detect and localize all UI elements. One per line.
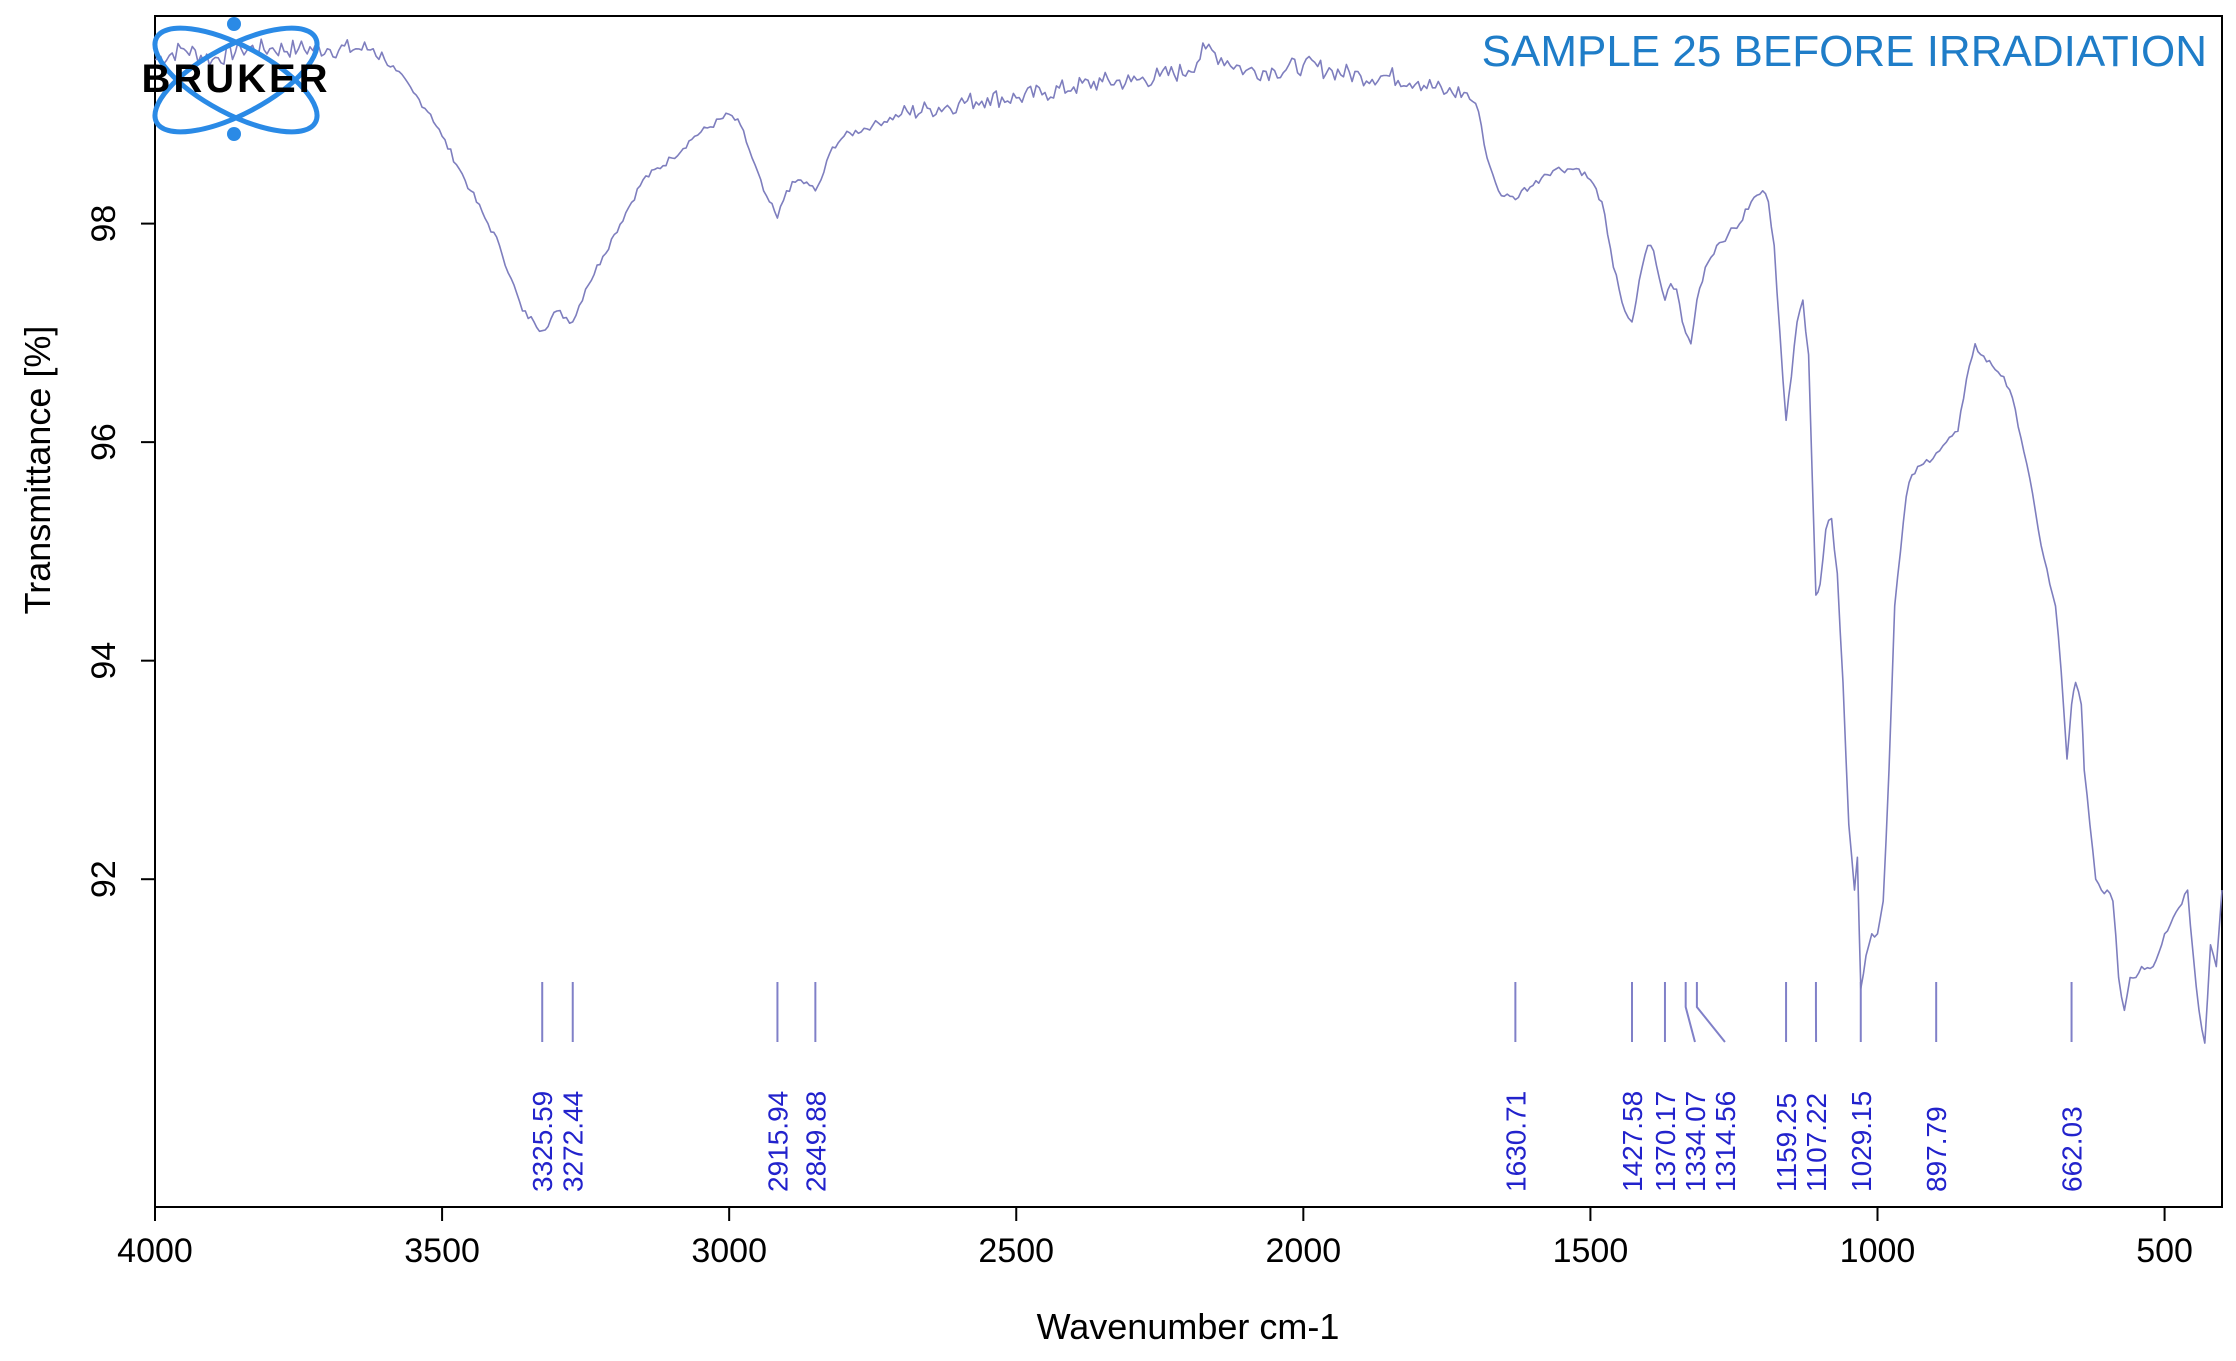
- x-tick-label: 1000: [1840, 1232, 1916, 1270]
- peak-label: 2915.94: [762, 1091, 793, 1192]
- x-tick-label: 3000: [691, 1232, 767, 1270]
- x-axis-label: Wavenumber cm-1: [1037, 1306, 1340, 1347]
- peak-label: 1159.25: [1771, 1093, 1802, 1192]
- chart-title: SAMPLE 25 BEFORE IRRADIATION: [1482, 27, 2207, 76]
- x-axis-ticks: 4000 3500 3000 2500 2000 1500 1000 500: [117, 1207, 2193, 1270]
- x-tick-label: 2000: [1266, 1232, 1342, 1270]
- peak-line: [1684, 982, 1696, 1043]
- peak-label: 1314.56: [1710, 1091, 1741, 1192]
- y-axis-ticks: 92 94 96 98: [85, 205, 155, 898]
- x-tick-label: 1500: [1553, 1232, 1629, 1270]
- peak-label: 897.79: [1921, 1106, 1952, 1192]
- peak-label: 1334.07: [1680, 1091, 1711, 1192]
- logo-orbit-icon: [152, 25, 320, 135]
- peak-label: 3325.59: [527, 1091, 558, 1192]
- bruker-logo: BRUKER: [141, 17, 330, 141]
- x-tick-label: 3500: [404, 1232, 480, 1270]
- y-tick-label: 92: [85, 860, 123, 898]
- peak-label: 1107.22: [1801, 1093, 1832, 1192]
- x-tick-label: 4000: [117, 1232, 193, 1270]
- x-tick-label: 2500: [978, 1232, 1054, 1270]
- y-tick-label: 96: [85, 423, 123, 461]
- plot-frame: [154, 15, 2223, 1208]
- logo-dot-icon: [227, 17, 241, 31]
- logo-dot-icon: [227, 127, 241, 141]
- y-tick-label: 94: [85, 642, 123, 680]
- peak-label: 1370.17: [1650, 1091, 1681, 1192]
- peak-line: [1695, 982, 1726, 1043]
- peak-labels: 3325.59 3272.44 2915.94 2849.88 1630.71 1427.…: [527, 1091, 2087, 1192]
- peak-label: 2849.88: [800, 1091, 831, 1192]
- peak-label: 1427.58: [1617, 1091, 1648, 1192]
- peak-label: 1029.15: [1846, 1091, 1877, 1192]
- logo-text: BRUKER: [141, 57, 330, 101]
- y-axis-label: Transmittance [%]: [17, 326, 58, 615]
- x-tick-label: 500: [2136, 1232, 2193, 1270]
- peak-marker-lines: [541, 982, 2073, 1043]
- spectrum-line: [154, 38, 2223, 1044]
- logo-orbit-icon: [152, 25, 320, 135]
- y-tick-label: 98: [85, 205, 123, 243]
- peak-label: 662.03: [2057, 1106, 2088, 1192]
- peak-label: 3272.44: [558, 1091, 589, 1192]
- peak-label: 1630.71: [1500, 1091, 1531, 1192]
